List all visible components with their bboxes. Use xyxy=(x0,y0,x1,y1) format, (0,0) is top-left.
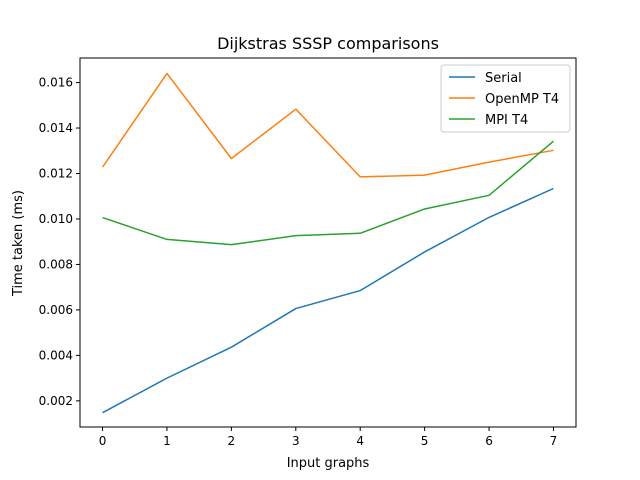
chart-title: Dijkstras SSSP comparisons xyxy=(217,34,439,53)
x-tick-label: 2 xyxy=(228,434,236,448)
y-axis-ticks: 0.002 0.004 0.006 0.008 0.010 0.012 0.014 0.016 xyxy=(39,76,80,408)
series-line-0 xyxy=(102,187,554,414)
y-tick-label: 0.002 xyxy=(39,394,73,408)
plot-area xyxy=(101,72,554,414)
y-tick-label: 0.008 xyxy=(39,257,73,271)
x-tick-label: 0 xyxy=(99,434,107,448)
x-tick-label: 5 xyxy=(421,434,429,448)
legend-label-1: OpenMP T4 xyxy=(485,92,559,107)
x-tick-label: 4 xyxy=(356,434,364,448)
x-axis-ticks: 0 1 2 3 4 5 6 7 xyxy=(99,427,558,448)
y-tick-label: 0.010 xyxy=(39,212,73,226)
y-tick-label: 0.004 xyxy=(39,348,73,362)
legend: Serial OpenMP T4 MPI T4 xyxy=(440,64,571,133)
x-tick-label: 1 xyxy=(163,434,171,448)
x-tick-label: 3 xyxy=(292,434,300,448)
legend-box xyxy=(440,64,571,133)
x-tick-label: 6 xyxy=(485,434,493,448)
series-line-2 xyxy=(102,140,554,246)
y-axis-label: Time taken (ms) xyxy=(11,190,26,297)
legend-label-0: Serial xyxy=(485,71,522,86)
y-tick-label: 0.014 xyxy=(39,121,73,135)
x-axis-label: Input graphs xyxy=(287,456,370,471)
series-line-1 xyxy=(101,72,554,178)
x-tick-label: 7 xyxy=(550,434,558,448)
legend-label-2: MPI T4 xyxy=(485,113,528,128)
y-tick-label: 0.016 xyxy=(39,76,73,90)
plot-frame xyxy=(79,57,577,428)
y-tick-label: 0.012 xyxy=(39,166,73,180)
y-tick-label: 0.006 xyxy=(39,303,73,317)
